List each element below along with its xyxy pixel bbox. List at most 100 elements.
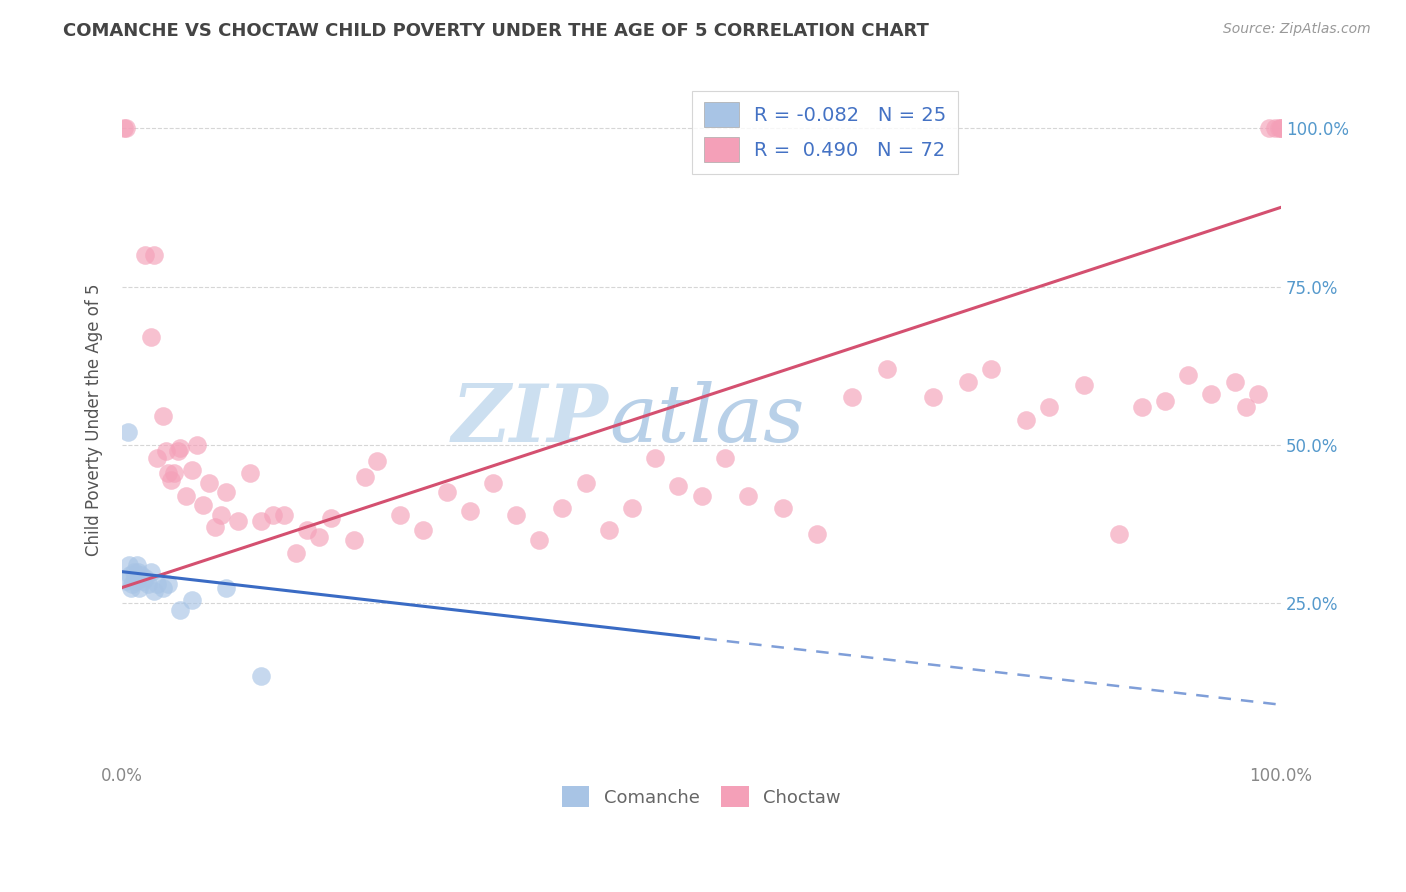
Point: [129, 567, 152, 582]
Point: [120, 567, 142, 582]
Point: [482, 475, 505, 490]
Point: [1015, 412, 1038, 426]
Point: [215, 485, 238, 500]
Point: [112, 121, 135, 136]
Text: COMANCHE VS CHOCTAW CHILD POVERTY UNDER THE AGE OF 5 CORRELATION CHART: COMANCHE VS CHOCTAW CHILD POVERTY UNDER …: [63, 22, 929, 40]
Point: [772, 501, 794, 516]
Point: [412, 524, 434, 538]
Point: [1264, 121, 1286, 136]
Point: [922, 391, 945, 405]
Point: [575, 475, 598, 490]
Point: [876, 362, 898, 376]
Point: [152, 581, 174, 595]
Point: [551, 501, 574, 516]
Point: [139, 330, 162, 344]
Point: [159, 473, 181, 487]
Text: Source: ZipAtlas.com: Source: ZipAtlas.com: [1223, 22, 1371, 37]
Legend: Comanche, Choctaw: Comanche, Choctaw: [555, 779, 848, 814]
Point: [209, 508, 232, 522]
Text: ZIP: ZIP: [451, 381, 609, 458]
Text: atlas: atlas: [609, 381, 804, 458]
Point: [250, 514, 273, 528]
Point: [389, 508, 412, 522]
Point: [529, 533, 551, 547]
Point: [1108, 526, 1130, 541]
Point: [174, 489, 197, 503]
Point: [319, 511, 342, 525]
Point: [146, 450, 169, 465]
Point: [354, 469, 377, 483]
Point: [132, 574, 155, 589]
Point: [120, 581, 142, 595]
Point: [152, 409, 174, 424]
Point: [644, 450, 666, 465]
Point: [180, 463, 202, 477]
Point: [505, 508, 527, 522]
Point: [169, 441, 191, 455]
Point: [157, 467, 180, 481]
Point: [117, 425, 139, 440]
Point: [458, 504, 481, 518]
Point: [1038, 400, 1060, 414]
Point: [343, 533, 366, 547]
Point: [163, 467, 186, 481]
Point: [620, 501, 643, 516]
Point: [180, 593, 202, 607]
Point: [125, 574, 148, 589]
Point: [713, 450, 735, 465]
Point: [136, 577, 159, 591]
Point: [1234, 400, 1257, 414]
Point: [128, 581, 150, 595]
Point: [1130, 400, 1153, 414]
Point: [139, 565, 162, 579]
Point: [238, 467, 260, 481]
Point: [215, 581, 238, 595]
Point: [155, 444, 177, 458]
Point: [273, 508, 295, 522]
Point: [121, 577, 143, 591]
Point: [157, 577, 180, 591]
Point: [143, 248, 166, 262]
Point: [1073, 377, 1095, 392]
Point: [198, 475, 221, 490]
Point: [1267, 121, 1289, 136]
Point: [1270, 121, 1292, 136]
Point: [134, 248, 156, 262]
Point: [143, 583, 166, 598]
Point: [226, 514, 249, 528]
Point: [118, 558, 141, 573]
Point: [1270, 121, 1292, 136]
Point: [127, 558, 149, 573]
Point: [166, 444, 188, 458]
Point: [1154, 393, 1177, 408]
Point: [841, 391, 863, 405]
Point: [262, 508, 284, 522]
Point: [127, 565, 149, 579]
Point: [737, 489, 759, 503]
Point: [980, 362, 1002, 376]
Point: [1201, 387, 1223, 401]
Point: [806, 526, 828, 541]
Y-axis label: Child Poverty Under the Age of 5: Child Poverty Under the Age of 5: [86, 284, 103, 556]
Point: [193, 498, 215, 512]
Point: [598, 524, 620, 538]
Point: [284, 546, 307, 560]
Point: [114, 121, 136, 136]
Point: [169, 603, 191, 617]
Point: [957, 375, 980, 389]
Point: [666, 479, 689, 493]
Point: [114, 574, 136, 589]
Point: [690, 489, 713, 503]
Point: [308, 530, 330, 544]
Point: [436, 485, 458, 500]
Point: [250, 669, 273, 683]
Point: [122, 565, 145, 579]
Point: [1258, 121, 1281, 136]
Point: [186, 438, 208, 452]
Point: [297, 524, 319, 538]
Point: [1247, 387, 1270, 401]
Point: [124, 571, 146, 585]
Point: [366, 454, 388, 468]
Point: [204, 520, 226, 534]
Point: [1223, 375, 1246, 389]
